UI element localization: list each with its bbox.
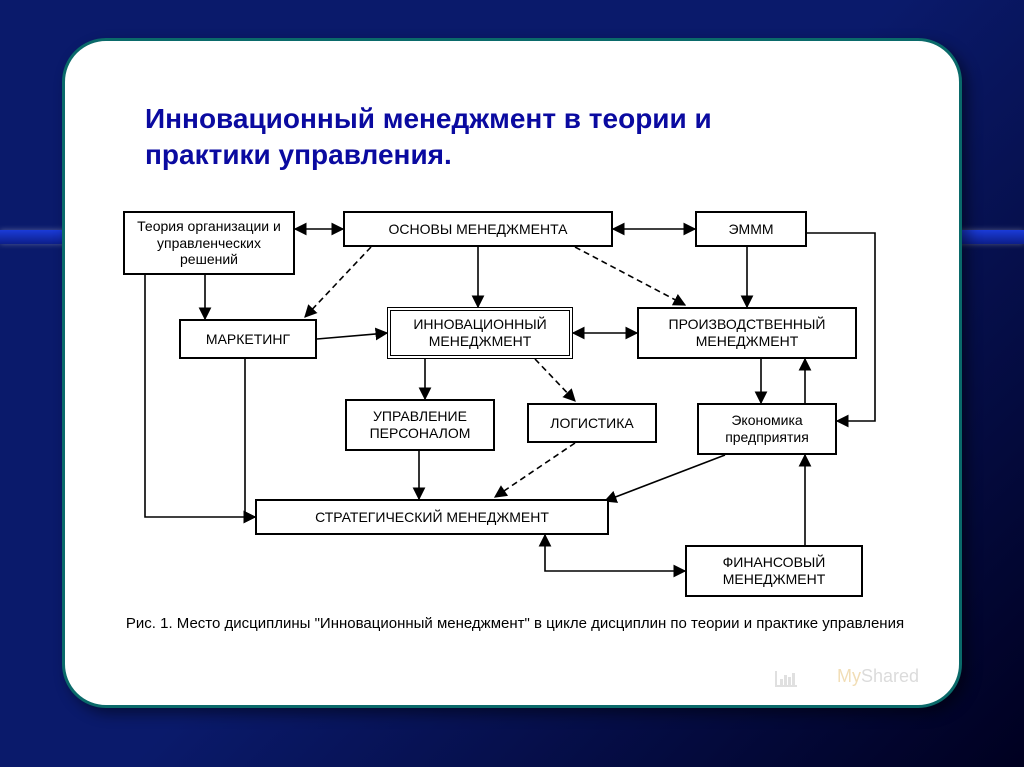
node-theory: Теория организации и управленческих реше… [123, 211, 295, 275]
edge-osnovy-proizv [575, 247, 685, 305]
node-innov: ИННОВАЦИОННЫЙ МЕНЕДЖМЕНТ [387, 307, 573, 359]
edge-theory-strat [145, 275, 255, 517]
slide-title: Инновационный менеджмент в теории и прак… [145, 101, 845, 174]
edge-innov-log [535, 359, 575, 401]
node-emmm: ЭМММ [695, 211, 807, 247]
watermark-text: MyShared [837, 666, 919, 687]
node-log: ЛОГИСТИКА [527, 403, 657, 443]
node-econ: Экономика предприятия [697, 403, 837, 455]
watermark-brand-right: Shared [861, 666, 919, 686]
watermark-brand-left: My [837, 666, 861, 686]
edge-log-strat [495, 443, 575, 497]
edge-strat-fin [545, 535, 685, 571]
content-card: Инновационный менеджмент в теории и прак… [62, 38, 962, 708]
slide-background: Инновационный менеджмент в теории и прак… [0, 0, 1024, 767]
node-fin: ФИНАНСОВЫЙ МЕНЕДЖМЕНТ [685, 545, 863, 597]
edge-econ-strat [605, 455, 725, 501]
node-marketing: МАРКЕТИНГ [179, 319, 317, 359]
node-hr: УПРАВЛЕНИЕ ПЕРСОНАЛОМ [345, 399, 495, 451]
node-strat: СТРАТЕГИЧЕСКИЙ МЕНЕДЖМЕНТ [255, 499, 609, 535]
diagram-caption: Рис. 1. Место дисциплины "Инновационный … [105, 615, 925, 632]
node-osnovy: ОСНОВЫ МЕНЕДЖМЕНТА [343, 211, 613, 247]
edge-marketing-innov [317, 333, 387, 339]
flowchart: Теория организации и управленческих реше… [105, 211, 925, 691]
edge-marketing-strat [245, 359, 255, 517]
bar-chart-icon [775, 671, 797, 687]
node-proizv: ПРОИЗВОДСТВЕННЫЙ МЕНЕДЖМЕНТ [637, 307, 857, 359]
edge-osnovy-marketing [305, 247, 371, 317]
